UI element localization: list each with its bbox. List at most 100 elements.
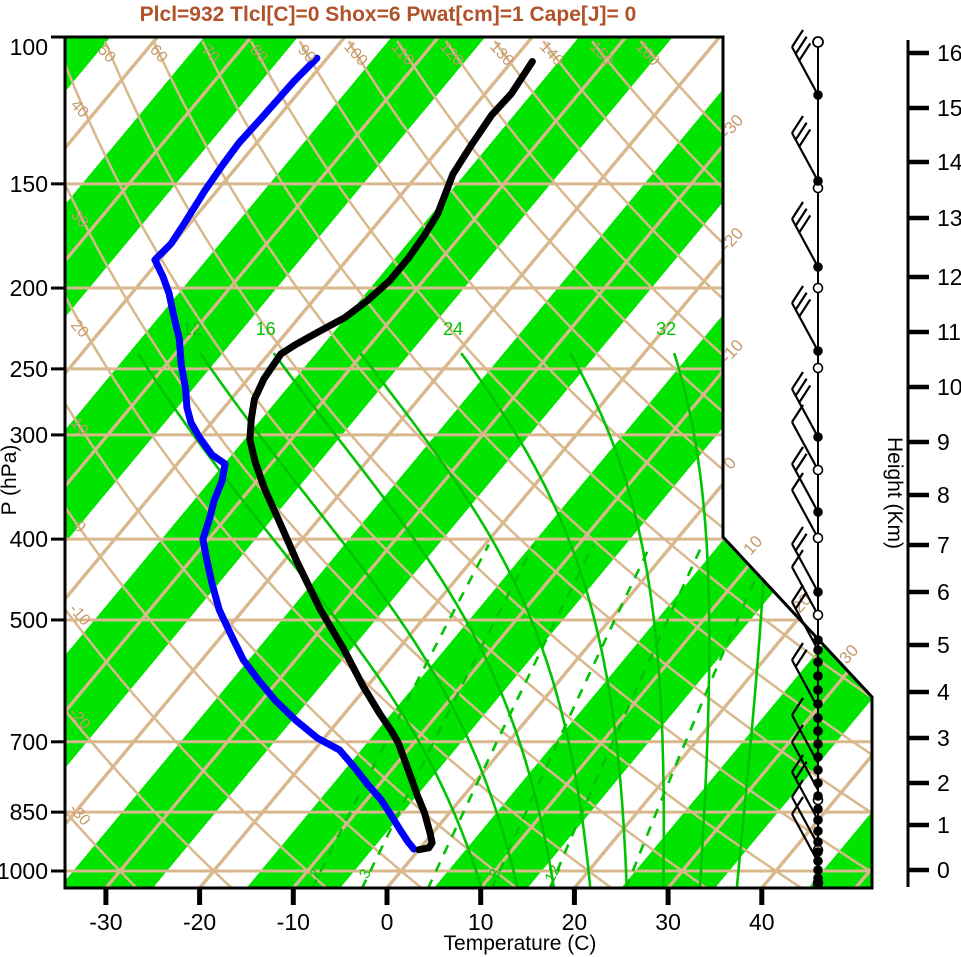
height-tick-label: 5: [937, 632, 950, 658]
wind-level-dot: [813, 815, 823, 825]
wind-level-dot: [813, 507, 823, 517]
pressure-tick-label: 100: [10, 34, 48, 60]
wind-level-open-dot: [812, 532, 824, 544]
wind-barb: [791, 549, 819, 616]
svg-text:12: 12: [541, 863, 564, 886]
temperature-tick-label: -20: [183, 909, 216, 935]
svg-text:16: 16: [256, 319, 276, 339]
svg-text:12: 12: [182, 319, 202, 339]
wind-barb: [791, 754, 819, 821]
wind-barb: [791, 472, 819, 539]
wind-level-dot: [813, 752, 823, 762]
wind-barb: [791, 404, 819, 471]
height-tick-label: 1: [937, 812, 950, 838]
wind-level-dot: [813, 713, 823, 723]
temperature-axis: -30 -20 -10 0 10 20 30 40 Temperature (C): [89, 888, 775, 955]
height-tick-label: 10: [937, 374, 961, 400]
wind-level-open-dot: [812, 362, 824, 374]
height-tick-label: 12: [937, 264, 961, 290]
wind-level-open-dot: [812, 282, 824, 294]
pressure-tick-label: 1000: [0, 858, 48, 884]
temperature-tick-label: -10: [277, 909, 310, 935]
wind-level-dot: [813, 726, 823, 736]
wind-level-dot: [813, 346, 823, 356]
wind-level-dot: [813, 847, 823, 857]
wind-barb: [791, 446, 819, 513]
moist-adiabat-labels: 12 16 24 32: [182, 319, 676, 339]
wind-level-dot: [813, 699, 823, 709]
chart-title: Plcl=932 Tlcl[C]=0 Shox=6 Pwat[cm]=1 Cap…: [140, 3, 637, 26]
wind-level-dot: [813, 804, 823, 814]
wind-level-dot: [813, 262, 823, 272]
pressure-tick-label: 200: [10, 275, 48, 301]
height-tick-label: 7: [937, 532, 950, 558]
pressure-tick-label: 300: [10, 422, 48, 448]
wind-level-dot: [813, 865, 823, 875]
temperature-tick-label: 40: [749, 909, 775, 935]
moist-adiabats: [136, 352, 769, 888]
wind-level-dot: [813, 879, 823, 889]
pressure-tick-label: 250: [10, 356, 48, 382]
svg-text:24: 24: [443, 319, 463, 339]
wind-level-dot: [813, 671, 823, 681]
wind-level-dot: [813, 826, 823, 836]
wind-barb: [791, 779, 819, 846]
pressure-tick-label: 150: [10, 171, 48, 197]
wind-level-dot: [813, 176, 823, 186]
wind-level-open-dot: [812, 609, 824, 621]
temperature-axis-title: Temperature (C): [444, 932, 597, 955]
wind-barb: [791, 29, 819, 96]
wind-level-dot: [813, 635, 823, 645]
height-tick-label: 15: [937, 95, 961, 121]
temperature-tick-label: -30: [89, 909, 122, 935]
wind-level-dot: [813, 685, 823, 695]
wind-level-dot: [813, 791, 823, 801]
pressure-tick-label: 400: [10, 526, 48, 552]
wind-barb-column: [791, 29, 824, 889]
mixing-ratio-lines: [310, 543, 772, 888]
wind-level-dot: [813, 856, 823, 866]
wind-level-dot: [813, 778, 823, 788]
height-tick-label: 4: [937, 679, 950, 705]
pressure-tick-label: 500: [10, 607, 48, 633]
staff-top-circle: [812, 36, 824, 48]
svg-text:32: 32: [656, 319, 676, 339]
height-axis-title: Height (Km): [883, 437, 906, 549]
plot-frame: [63, 35, 874, 890]
wind-barb: [791, 371, 819, 438]
height-tick-label: 0: [937, 857, 950, 883]
wind-level-dot: [813, 90, 823, 100]
temperature-curve: [246, 58, 536, 854]
wind-level-dot: [813, 657, 823, 667]
height-tick-label: 11: [937, 319, 961, 345]
pressure-axis-title: P (hPa): [0, 445, 21, 516]
wind-barb: [791, 526, 819, 593]
height-tick-label: 3: [937, 725, 950, 751]
wind-barb: [791, 115, 819, 182]
temperature-tick-label: 0: [381, 909, 394, 935]
wind-barb: [791, 201, 819, 268]
wind-level-dot: [813, 432, 823, 442]
temperature-tick-label: 10: [468, 909, 494, 935]
height-tick-label: 8: [937, 482, 950, 508]
wind-level-dot: [813, 739, 823, 749]
height-tick-label: 2: [937, 770, 950, 796]
wind-level-dot: [813, 837, 823, 847]
height-tick-label: 16: [937, 40, 961, 66]
wind-level-dot: [813, 765, 823, 775]
wind-barb: [791, 642, 819, 709]
height-tick-label: 13: [937, 205, 961, 231]
pressure-tick-label: 850: [10, 799, 48, 825]
pressure-axis: 100 150 200 250 300 400 500 700 850 1000 P (hPa): [0, 34, 65, 884]
height-tick-label: 9: [937, 429, 950, 455]
wind-level-dot: [813, 645, 823, 655]
height-tick-label: 14: [937, 149, 961, 175]
wind-level-dot: [813, 587, 823, 597]
wind-level-open-dot: [812, 464, 824, 476]
temperature-tick-label: 30: [655, 909, 681, 935]
pressure-tick-label: 700: [10, 729, 48, 755]
dewpoint-curve: [151, 54, 418, 853]
